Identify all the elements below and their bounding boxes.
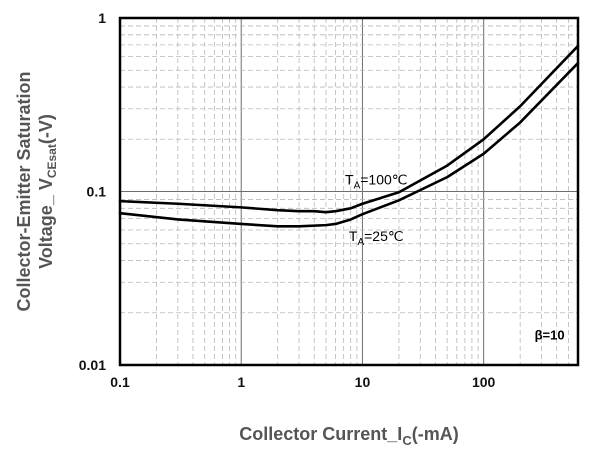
x-axis-title-sub: C: [402, 433, 412, 448]
y-axis-title-line2-sub: CEsat: [45, 144, 59, 178]
x-axis-title-main: Collector Current_I: [239, 424, 402, 444]
x-tick-label: 100: [472, 374, 496, 390]
x-tick-label: 10: [355, 374, 371, 390]
x-tick-label: 0.1: [110, 374, 130, 390]
y-tick-label: 0.1: [87, 184, 107, 200]
y-axis-title-line1: Collector-Emitter Saturation: [14, 71, 34, 311]
series-line-1: [118, 44, 580, 214]
y-axis-title-line2-tail: (-V): [36, 114, 56, 144]
x-tick-label: 1: [237, 374, 245, 390]
y-axis-title: Collector-Emitter Saturation Voltage_ VC…: [14, 71, 59, 311]
temperature-label: TA=100℃: [345, 171, 408, 191]
y-axis-title-line2: Voltage_ VCEsat(-V): [36, 114, 59, 269]
plot-frame: [118, 16, 580, 367]
beta-label: β=10: [535, 328, 565, 343]
temperature-label: TA=25℃: [349, 228, 404, 248]
y-tick-label: 0.01: [79, 357, 106, 373]
x-axis-title-tail: (-mA): [412, 424, 459, 444]
y-tick-label: 1: [98, 10, 106, 26]
curves: [118, 44, 580, 228]
grid: [120, 18, 578, 365]
x-axis-title: Collector Current_IC(-mA): [239, 424, 458, 448]
annotations: TA=100℃ TA=25℃ β=10: [345, 171, 565, 342]
series-line-2: [118, 61, 580, 228]
y-axis-title-line1-text: Collector-Emitter Saturation: [14, 71, 34, 311]
y-axis-title-line2-main: Voltage_ V: [36, 178, 56, 269]
